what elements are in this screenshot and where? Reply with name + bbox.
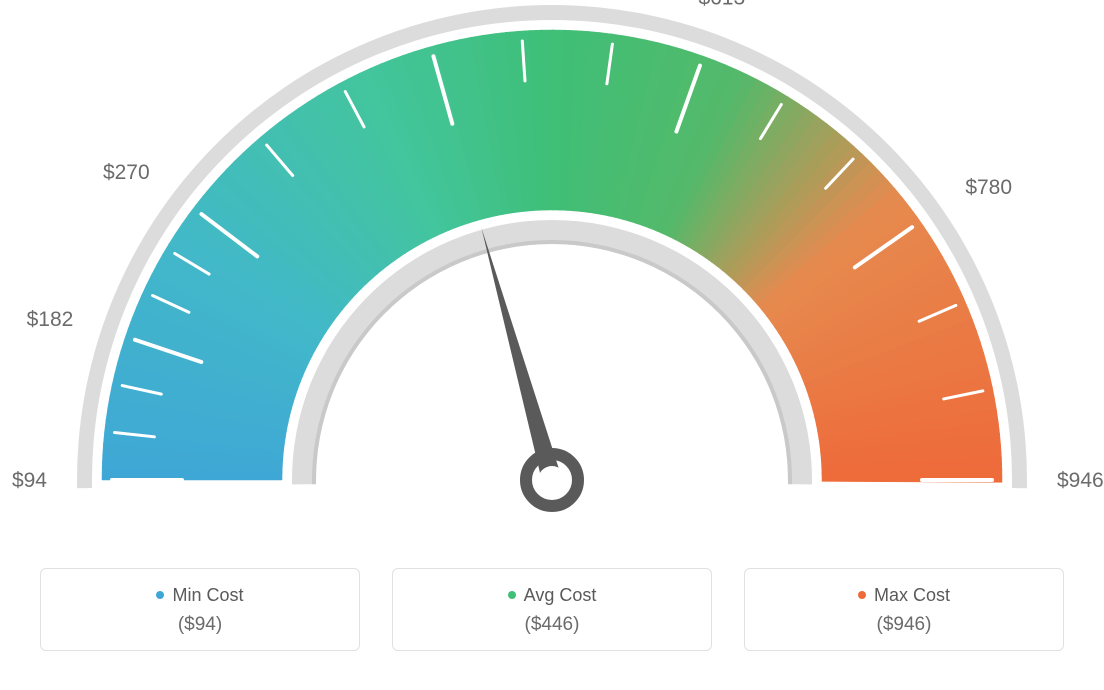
legend-card-min: Min Cost ($94): [40, 568, 360, 651]
tick-label: $182: [27, 308, 74, 331]
legend-title-avg: Avg Cost: [393, 585, 711, 606]
tick-label: $780: [965, 176, 1012, 199]
tick-label: $94: [12, 469, 47, 492]
legend-title-max: Max Cost: [745, 585, 1063, 606]
tick-label: $946: [1057, 469, 1104, 492]
gauge-needle: [481, 228, 561, 483]
legend-card-avg: Avg Cost ($446): [392, 568, 712, 651]
dot-icon-avg: [508, 591, 516, 599]
legend-title-avg-text: Avg Cost: [524, 585, 597, 605]
legend-value-avg: ($446): [393, 614, 711, 636]
legend-title-max-text: Max Cost: [874, 585, 950, 605]
dot-icon-min: [156, 591, 164, 599]
dot-icon-max: [858, 591, 866, 599]
legend-title-min: Min Cost: [41, 585, 359, 606]
legend-card-max: Max Cost ($946): [744, 568, 1064, 651]
legend-value-max: ($946): [745, 614, 1063, 636]
gauge-svg: $94$182$270$446$613$780$946: [0, 0, 1104, 560]
needle-hub-inner: [538, 466, 566, 494]
legend-value-min: ($94): [41, 614, 359, 636]
legend-row: Min Cost ($94) Avg Cost ($446) Max Cost …: [0, 568, 1104, 651]
tick-label: $613: [698, 0, 745, 9]
legend-title-min-text: Min Cost: [172, 585, 243, 605]
tick-label: $270: [103, 161, 150, 184]
cost-gauge: $94$182$270$446$613$780$946: [0, 0, 1104, 560]
